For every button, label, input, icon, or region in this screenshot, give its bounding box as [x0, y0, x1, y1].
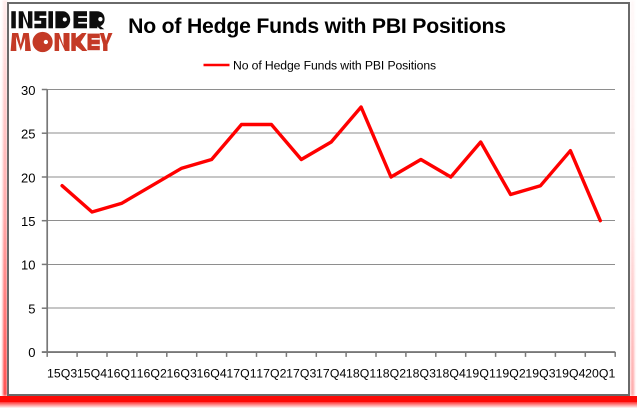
svg-text:17Q1: 17Q1	[226, 367, 256, 381]
svg-text:15Q4: 15Q4	[77, 367, 107, 381]
svg-text:30: 30	[21, 83, 35, 98]
svg-text:19Q1: 19Q1	[466, 367, 496, 381]
svg-text:19Q3: 19Q3	[525, 367, 555, 381]
svg-text:19Q2: 19Q2	[495, 367, 525, 381]
svg-text:5: 5	[28, 302, 35, 317]
svg-text:25: 25	[21, 127, 35, 142]
svg-text:No of Hedge Funds with PBI Pos: No of Hedge Funds with PBI Positions	[233, 58, 436, 72]
svg-text:17Q2: 17Q2	[256, 367, 286, 381]
svg-text:16Q4: 16Q4	[196, 367, 226, 381]
svg-text:18Q1: 18Q1	[346, 367, 376, 381]
svg-text:17Q4: 17Q4	[316, 367, 346, 381]
svg-text:17Q3: 17Q3	[286, 367, 316, 381]
svg-text:19Q4: 19Q4	[555, 367, 585, 381]
svg-text:16Q1: 16Q1	[107, 367, 137, 381]
svg-text:20Q1: 20Q1	[585, 367, 615, 381]
svg-text:No of Hedge Funds with PBI Pos: No of Hedge Funds with PBI Positions	[128, 15, 506, 38]
svg-text:18Q3: 18Q3	[406, 367, 436, 381]
svg-text:0: 0	[28, 345, 35, 360]
svg-text:15: 15	[21, 214, 35, 229]
svg-text:16Q3: 16Q3	[167, 367, 197, 381]
svg-text:10: 10	[21, 258, 35, 273]
svg-text:18Q4: 18Q4	[436, 367, 466, 381]
svg-text:16Q2: 16Q2	[137, 367, 167, 381]
svg-text:20: 20	[21, 170, 35, 185]
svg-text:18Q2: 18Q2	[376, 367, 406, 381]
svg-text:15Q3: 15Q3	[47, 367, 77, 381]
